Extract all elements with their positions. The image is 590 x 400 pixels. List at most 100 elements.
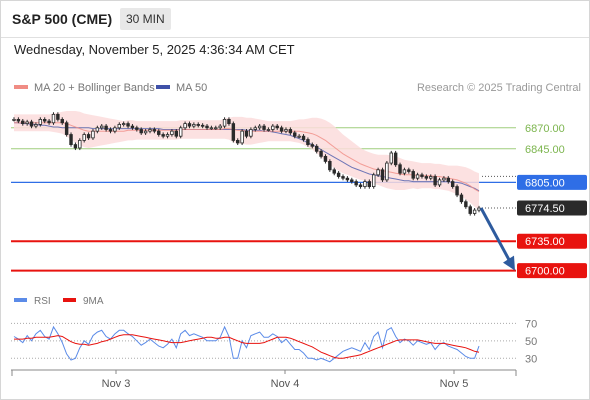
x-tick-label: Nov 5 [440, 378, 469, 390]
rsi-ma-swatch [63, 298, 76, 302]
level-label-6845.00: 6845.00 [525, 144, 565, 156]
candle-body [328, 160, 332, 171]
candle-body [42, 119, 47, 122]
forecast-arrow-shaft [479, 207, 512, 263]
rsi-swatch [14, 298, 27, 302]
ma20-legend-label: MA 20 + Bollinger Bands [34, 82, 155, 94]
candle-body [398, 164, 402, 174]
ma50-swatch [156, 85, 170, 89]
candle-body [170, 130, 174, 135]
candle-body [372, 174, 376, 187]
candle-body [178, 127, 183, 137]
candle-body [459, 194, 464, 203]
candle-body [222, 119, 227, 127]
candle-body [411, 171, 415, 179]
candle-body [455, 186, 459, 196]
x-tick-label: Nov 4 [271, 378, 300, 390]
candle-body [336, 172, 341, 177]
candle-body [200, 124, 205, 127]
candle-body [244, 130, 249, 137]
candle-body [306, 139, 310, 145]
level-box-6700.00 [517, 263, 587, 279]
candle-body [25, 121, 29, 124]
level-box-6735.00 [517, 233, 587, 249]
candle-body [262, 125, 266, 130]
candle-body [376, 169, 380, 176]
candle-body [218, 125, 222, 129]
candle-body [393, 152, 398, 166]
candle-body [363, 181, 367, 187]
candle-body [468, 206, 472, 214]
candle-body [60, 119, 64, 124]
candle-body [227, 119, 231, 125]
candle-body [139, 129, 143, 134]
candle-body [437, 179, 442, 186]
candle-body [407, 169, 411, 172]
candle-body [174, 130, 179, 137]
candle-body [231, 123, 236, 141]
rsi-level-label: 30 [525, 353, 537, 365]
level-labels-layer: 6870.00 6845.00 6805.00 6774.50 6735.00 6700.… [517, 123, 587, 279]
candle-body [161, 134, 165, 137]
candle-body [69, 134, 73, 146]
candle-body [464, 201, 468, 208]
candle-body [293, 132, 297, 137]
candle-body [380, 169, 385, 181]
candle-body [240, 130, 244, 144]
candle-body [91, 130, 95, 139]
candle-body [385, 162, 389, 181]
bollinger-band [14, 111, 479, 211]
ma20-swatch [14, 85, 28, 89]
candle-body [279, 127, 284, 132]
candle-body [38, 119, 43, 125]
candle-body [341, 176, 345, 179]
candle-body [266, 129, 271, 131]
candle-body [21, 120, 25, 125]
candle-body [165, 134, 170, 137]
timeframe-button[interactable]: 30 MIN [120, 8, 171, 30]
candle-body [284, 129, 288, 132]
candle-body [187, 123, 192, 127]
candle-body [350, 179, 354, 182]
candle-body [192, 124, 196, 127]
levels-layer [11, 127, 516, 272]
candle-body [345, 177, 350, 181]
level-label-6870.00: 6870.00 [525, 123, 565, 135]
chart-legend: MA 20 + Bollinger Bands MA 50 Research ©… [14, 82, 581, 94]
chart-title: S&P 500 (CME) [12, 11, 113, 27]
candle-body [157, 130, 161, 135]
candle-body [121, 123, 126, 125]
candle-body [34, 124, 38, 127]
candle-body [82, 134, 86, 141]
candle-body [249, 129, 253, 137]
candle-body [367, 181, 372, 187]
candle-body [275, 125, 279, 129]
candle-body [236, 139, 240, 144]
candle-body [450, 181, 455, 187]
candle-body [271, 125, 275, 130]
candle-body [209, 127, 214, 130]
candle-body [196, 124, 200, 126]
candle-body [47, 120, 51, 124]
candle-body [310, 144, 315, 147]
candle-body [148, 129, 152, 132]
candle-body [257, 125, 262, 129]
candle-body [100, 125, 104, 129]
timestamp: Wednesday, November 5, 2025 4:36:34 AM C… [14, 42, 295, 57]
title-bar: S&P 500 (CME) 30 MIN [1, 1, 589, 38]
level-box-6774.50 [517, 200, 587, 216]
candle-body [442, 177, 446, 181]
candle-body [288, 129, 293, 134]
candle-body [56, 113, 60, 120]
rsi-panel: 70 50 30 [11, 318, 537, 365]
level-label-6735.00: 6735.00 [525, 236, 565, 248]
candle-body [135, 127, 139, 130]
candle-body [301, 135, 306, 140]
level-label-6805.00: 6805.00 [525, 177, 565, 189]
candle-body [12, 119, 16, 121]
rsi-ma-line [14, 334, 480, 359]
x-axis: Nov 3 Nov 4 Nov 5 [11, 369, 517, 390]
candle-body [253, 127, 257, 130]
candle-body [51, 113, 56, 124]
